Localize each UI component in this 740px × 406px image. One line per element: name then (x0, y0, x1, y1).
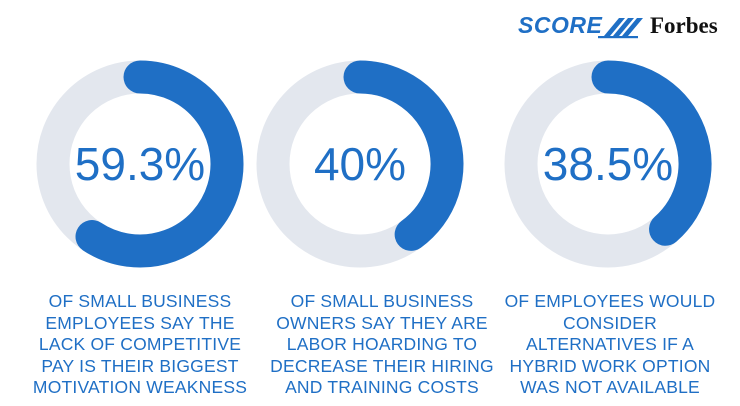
donut-percent-label-1: 59.3% (75, 138, 205, 190)
donut-value-arc-2 (343, 60, 464, 251)
donut-percent-label-3: 38.5% (543, 138, 673, 190)
donut-value-arc-1 (75, 60, 244, 268)
score-logo-text: SCORE (518, 12, 602, 38)
donut-value-arc-3 (591, 60, 712, 246)
stat-caption-1: OF SMALL BUSINESS EMPLOYEES SAY THE LACK… (32, 291, 248, 397)
donut-charts: 59.3% 40% 38.5% (36, 60, 712, 268)
forbes-logo-text: Forbes (650, 13, 718, 38)
score-slash-stripes-icon (598, 18, 643, 39)
stat-caption-3: OF EMPLOYEES WOULD CONSIDER ALTERNATIVES… (504, 291, 716, 397)
donut-percent-label-2: 40% (314, 138, 406, 190)
stat-caption-2: OF SMALL BUSINESS OWNERS SAY THEY ARE LA… (270, 291, 494, 397)
brand-logos: SCORE Forbes (518, 12, 718, 39)
